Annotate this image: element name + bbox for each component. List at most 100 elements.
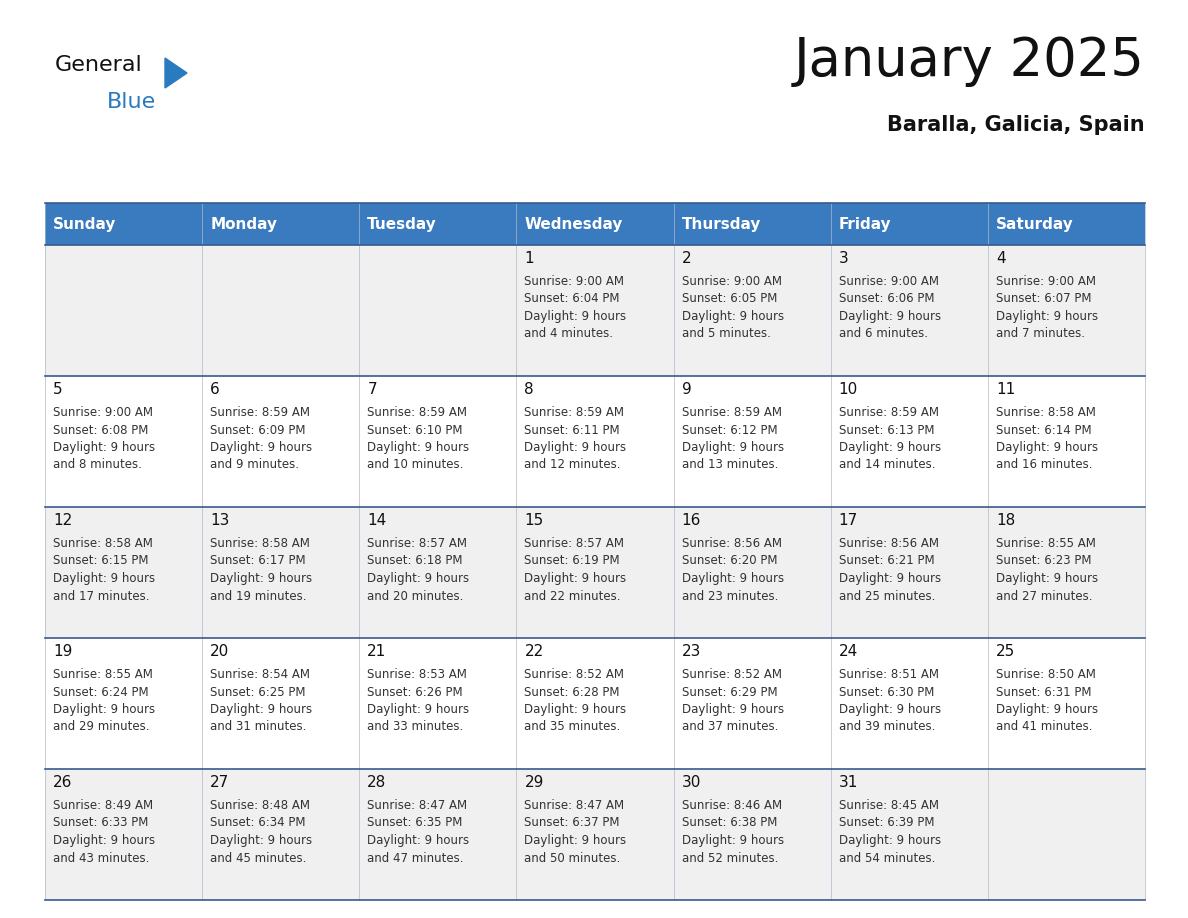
Bar (830, 507, 988, 638)
Bar (988, 376, 1145, 507)
Text: 23: 23 (682, 644, 701, 659)
Text: Sunrise: 9:00 AM
Sunset: 6:08 PM
Daylight: 9 hours
and 8 minutes.: Sunrise: 9:00 AM Sunset: 6:08 PM Dayligh… (53, 406, 156, 472)
Bar (45, 203, 202, 245)
Text: 14: 14 (367, 513, 386, 528)
Bar (988, 245, 1145, 376)
Bar (674, 638, 830, 769)
Bar (359, 376, 517, 507)
Text: Wednesday: Wednesday (524, 217, 623, 231)
Bar (674, 376, 830, 507)
Text: Sunrise: 8:47 AM
Sunset: 6:37 PM
Daylight: 9 hours
and 50 minutes.: Sunrise: 8:47 AM Sunset: 6:37 PM Dayligh… (524, 799, 626, 865)
Text: Sunrise: 8:56 AM
Sunset: 6:21 PM
Daylight: 9 hours
and 25 minutes.: Sunrise: 8:56 AM Sunset: 6:21 PM Dayligh… (839, 537, 941, 602)
Text: 1: 1 (524, 251, 535, 266)
Bar (988, 638, 1145, 769)
Bar (830, 638, 988, 769)
Bar (359, 507, 517, 638)
Bar (517, 203, 674, 245)
Bar (202, 376, 359, 507)
Text: 9: 9 (682, 382, 691, 397)
Text: Sunrise: 8:57 AM
Sunset: 6:19 PM
Daylight: 9 hours
and 22 minutes.: Sunrise: 8:57 AM Sunset: 6:19 PM Dayligh… (524, 537, 626, 602)
Bar (202, 769, 359, 900)
Text: Sunrise: 8:50 AM
Sunset: 6:31 PM
Daylight: 9 hours
and 41 minutes.: Sunrise: 8:50 AM Sunset: 6:31 PM Dayligh… (996, 668, 1098, 733)
Bar (674, 507, 830, 638)
Text: 2: 2 (682, 251, 691, 266)
Text: 30: 30 (682, 775, 701, 790)
Bar (202, 245, 359, 376)
Bar (830, 376, 988, 507)
Text: Monday: Monday (210, 217, 277, 231)
Text: Sunrise: 8:59 AM
Sunset: 6:11 PM
Daylight: 9 hours
and 12 minutes.: Sunrise: 8:59 AM Sunset: 6:11 PM Dayligh… (524, 406, 626, 472)
Text: 27: 27 (210, 775, 229, 790)
Bar (988, 769, 1145, 900)
Bar (674, 769, 830, 900)
Text: Sunrise: 8:59 AM
Sunset: 6:10 PM
Daylight: 9 hours
and 10 minutes.: Sunrise: 8:59 AM Sunset: 6:10 PM Dayligh… (367, 406, 469, 472)
Text: 3: 3 (839, 251, 848, 266)
Text: 18: 18 (996, 513, 1015, 528)
Text: 8: 8 (524, 382, 535, 397)
Text: Sunrise: 8:56 AM
Sunset: 6:20 PM
Daylight: 9 hours
and 23 minutes.: Sunrise: 8:56 AM Sunset: 6:20 PM Dayligh… (682, 537, 784, 602)
Bar (359, 203, 517, 245)
Bar (517, 638, 674, 769)
Text: Sunrise: 8:59 AM
Sunset: 6:09 PM
Daylight: 9 hours
and 9 minutes.: Sunrise: 8:59 AM Sunset: 6:09 PM Dayligh… (210, 406, 312, 472)
Bar (359, 769, 517, 900)
Text: 21: 21 (367, 644, 386, 659)
Text: Sunrise: 8:47 AM
Sunset: 6:35 PM
Daylight: 9 hours
and 47 minutes.: Sunrise: 8:47 AM Sunset: 6:35 PM Dayligh… (367, 799, 469, 865)
Polygon shape (165, 58, 187, 88)
Text: 29: 29 (524, 775, 544, 790)
Bar (359, 638, 517, 769)
Bar (988, 203, 1145, 245)
Text: Sunrise: 9:00 AM
Sunset: 6:05 PM
Daylight: 9 hours
and 5 minutes.: Sunrise: 9:00 AM Sunset: 6:05 PM Dayligh… (682, 275, 784, 341)
Text: Sunrise: 8:52 AM
Sunset: 6:29 PM
Daylight: 9 hours
and 37 minutes.: Sunrise: 8:52 AM Sunset: 6:29 PM Dayligh… (682, 668, 784, 733)
Text: Sunrise: 8:59 AM
Sunset: 6:13 PM
Daylight: 9 hours
and 14 minutes.: Sunrise: 8:59 AM Sunset: 6:13 PM Dayligh… (839, 406, 941, 472)
Text: General: General (55, 55, 143, 75)
Text: January 2025: January 2025 (794, 35, 1145, 87)
Text: 10: 10 (839, 382, 858, 397)
Bar (45, 638, 202, 769)
Bar (830, 203, 988, 245)
Text: Baralla, Galicia, Spain: Baralla, Galicia, Spain (887, 115, 1145, 135)
Text: 13: 13 (210, 513, 229, 528)
Text: Sunrise: 8:53 AM
Sunset: 6:26 PM
Daylight: 9 hours
and 33 minutes.: Sunrise: 8:53 AM Sunset: 6:26 PM Dayligh… (367, 668, 469, 733)
Text: 25: 25 (996, 644, 1015, 659)
Text: 15: 15 (524, 513, 544, 528)
Bar (674, 245, 830, 376)
Bar (830, 769, 988, 900)
Text: 22: 22 (524, 644, 544, 659)
Text: 26: 26 (53, 775, 72, 790)
Text: Sunrise: 8:58 AM
Sunset: 6:17 PM
Daylight: 9 hours
and 19 minutes.: Sunrise: 8:58 AM Sunset: 6:17 PM Dayligh… (210, 537, 312, 602)
Bar (202, 203, 359, 245)
Bar (674, 203, 830, 245)
Bar (988, 507, 1145, 638)
Text: Sunrise: 8:59 AM
Sunset: 6:12 PM
Daylight: 9 hours
and 13 minutes.: Sunrise: 8:59 AM Sunset: 6:12 PM Dayligh… (682, 406, 784, 472)
Text: Sunrise: 9:00 AM
Sunset: 6:07 PM
Daylight: 9 hours
and 7 minutes.: Sunrise: 9:00 AM Sunset: 6:07 PM Dayligh… (996, 275, 1098, 341)
Text: Sunrise: 8:57 AM
Sunset: 6:18 PM
Daylight: 9 hours
and 20 minutes.: Sunrise: 8:57 AM Sunset: 6:18 PM Dayligh… (367, 537, 469, 602)
Bar (517, 769, 674, 900)
Text: Sunrise: 8:48 AM
Sunset: 6:34 PM
Daylight: 9 hours
and 45 minutes.: Sunrise: 8:48 AM Sunset: 6:34 PM Dayligh… (210, 799, 312, 865)
Text: Sunrise: 8:54 AM
Sunset: 6:25 PM
Daylight: 9 hours
and 31 minutes.: Sunrise: 8:54 AM Sunset: 6:25 PM Dayligh… (210, 668, 312, 733)
Text: 24: 24 (839, 644, 858, 659)
Text: 20: 20 (210, 644, 229, 659)
Text: 19: 19 (53, 644, 72, 659)
Text: Sunrise: 8:55 AM
Sunset: 6:24 PM
Daylight: 9 hours
and 29 minutes.: Sunrise: 8:55 AM Sunset: 6:24 PM Dayligh… (53, 668, 156, 733)
Bar (517, 245, 674, 376)
Text: 12: 12 (53, 513, 72, 528)
Text: 6: 6 (210, 382, 220, 397)
Text: Sunrise: 8:49 AM
Sunset: 6:33 PM
Daylight: 9 hours
and 43 minutes.: Sunrise: 8:49 AM Sunset: 6:33 PM Dayligh… (53, 799, 156, 865)
Bar (45, 376, 202, 507)
Bar (517, 376, 674, 507)
Text: 4: 4 (996, 251, 1005, 266)
Text: Sunrise: 8:51 AM
Sunset: 6:30 PM
Daylight: 9 hours
and 39 minutes.: Sunrise: 8:51 AM Sunset: 6:30 PM Dayligh… (839, 668, 941, 733)
Text: 28: 28 (367, 775, 386, 790)
Text: Saturday: Saturday (996, 217, 1074, 231)
Text: 7: 7 (367, 382, 377, 397)
Bar (202, 507, 359, 638)
Bar (45, 245, 202, 376)
Text: Sunday: Sunday (53, 217, 116, 231)
Text: 31: 31 (839, 775, 858, 790)
Text: Blue: Blue (107, 92, 157, 112)
Bar (517, 507, 674, 638)
Text: Sunrise: 8:55 AM
Sunset: 6:23 PM
Daylight: 9 hours
and 27 minutes.: Sunrise: 8:55 AM Sunset: 6:23 PM Dayligh… (996, 537, 1098, 602)
Text: Sunrise: 9:00 AM
Sunset: 6:04 PM
Daylight: 9 hours
and 4 minutes.: Sunrise: 9:00 AM Sunset: 6:04 PM Dayligh… (524, 275, 626, 341)
Bar (202, 638, 359, 769)
Text: 11: 11 (996, 382, 1015, 397)
